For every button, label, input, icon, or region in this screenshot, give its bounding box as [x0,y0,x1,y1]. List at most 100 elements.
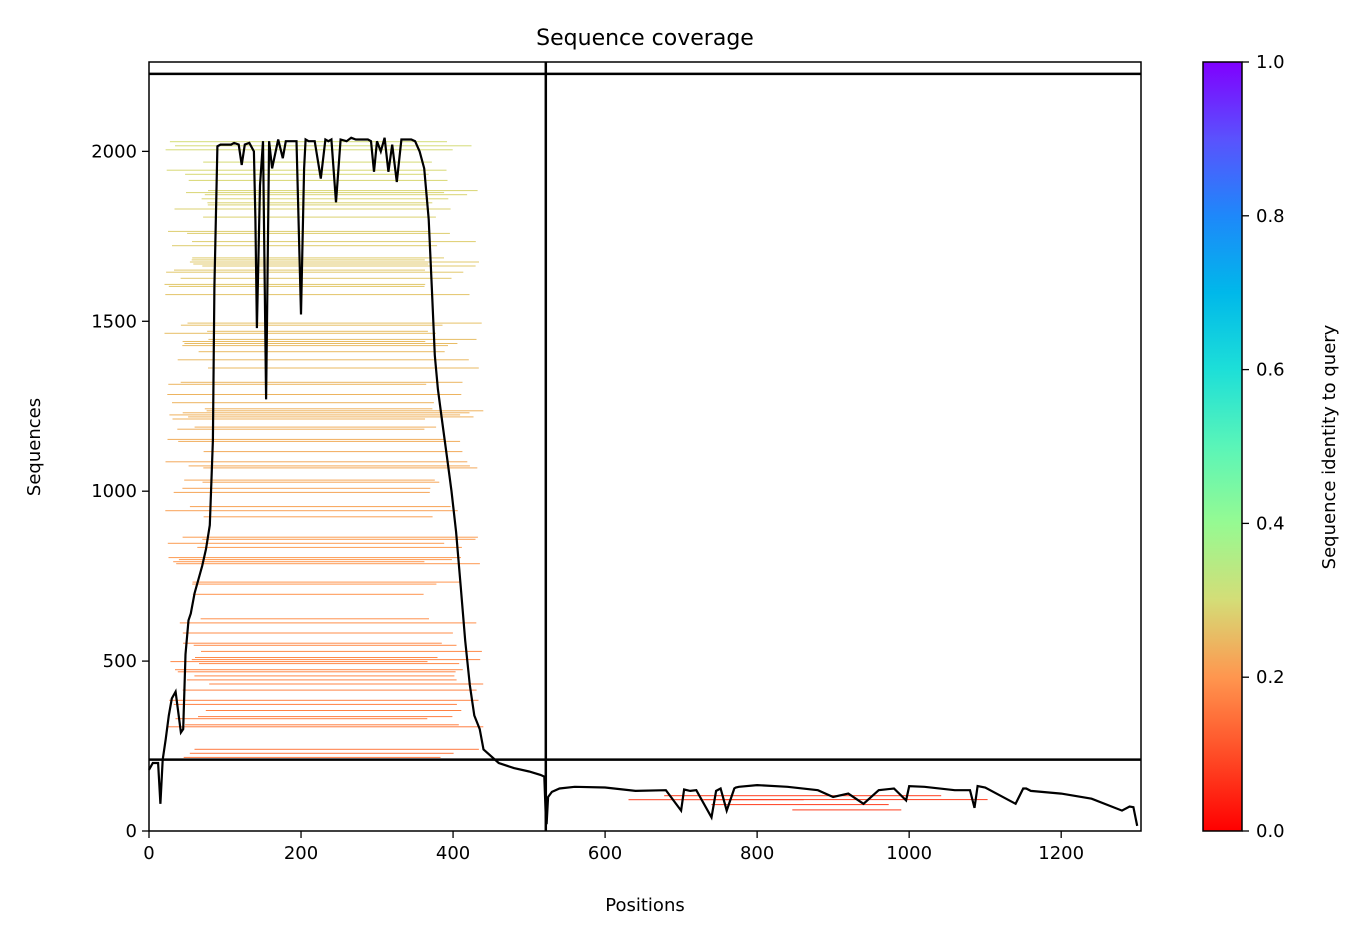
msa-row-extension [175,669,463,671]
msa-row-extension [202,265,476,267]
msa-row-extension [182,345,449,347]
msa-row-extension [201,198,449,200]
msa-row-extension [173,703,457,705]
msa-row-extension [205,710,462,711]
msa-row-extension [170,661,428,663]
msa-row-extension [207,204,429,206]
msa-row-extension [193,263,429,265]
reference-lines [149,62,1141,831]
x-tick-label: 0 [143,843,154,864]
msa-row-extension [182,536,478,538]
coverage-line [148,136,1139,827]
colorbar-tick-label: 0.4 [1256,513,1285,534]
msa-row-extension [167,438,446,440]
msa-row-extension [180,381,463,383]
msa-row-extension [203,516,433,518]
chart-title: Sequence coverage [536,26,754,51]
y-tick-label: 500 [103,651,137,672]
msa-row-extension [177,359,469,361]
msa-row-extension [183,642,442,644]
msa-row-extension [183,756,441,758]
msa-row-extension [172,245,438,247]
msa-row-extension [203,216,436,218]
msa-row-extension [207,330,428,332]
msa-row-extension [194,426,437,428]
msa-row-extension [166,169,447,171]
msa-row-extension [182,412,470,414]
colorbar-tick-label: 0.8 [1256,206,1285,227]
msa-row-extension [189,506,451,508]
msa-row-extension [188,416,474,418]
msa-row-extension [184,479,435,481]
msa-row-extension [177,428,425,430]
msa-row-extension [166,271,464,273]
msa-row-extension [179,622,477,624]
msa-row-extension [175,718,428,720]
x-axis-label: Positions [605,895,684,916]
msa-row-extension [192,583,437,585]
msa-row-extension [188,465,470,467]
msa-row-extension [664,795,942,797]
msa-row-extension [187,322,482,324]
msa-row-extension [192,581,461,583]
msa-row-extension [189,752,454,754]
msa-row-extension [191,659,481,661]
msa-row-extension [704,799,988,801]
msa-row-extension [178,440,461,442]
y-tick-label: 2000 [91,141,137,162]
msa-row-extension [173,491,430,493]
msa-row-extension [174,208,451,210]
msa-row-extension [193,644,457,646]
colorbar-tick-label: 0.2 [1256,667,1285,688]
y-tick-label: 1500 [91,311,137,332]
msa-row-extension [173,561,425,563]
y-tick-label: 1000 [91,481,137,502]
msa-row-extension [191,259,425,261]
msa-row-extension [206,410,484,412]
msa-row-extension [207,202,433,204]
msa-row-extension [186,679,457,681]
y-axis: 0 500 1000 1500 2000 [91,141,149,842]
msa-row-extension [167,726,484,728]
msa-row-extension [175,145,472,147]
msa-row-extension [180,324,443,326]
msa-row-extension [165,294,470,296]
msa-row-extension [182,341,426,342]
msa-row-extension [169,699,479,701]
x-tick-label: 1200 [1038,843,1084,864]
msa-row-extension [195,657,438,658]
x-axis: 0 200 400 600 800 1000 1200 [143,831,1084,864]
msa-row-extension [194,748,479,750]
colorbar-label: Sequence identity to query [1319,324,1340,569]
msa-row-extension [202,481,440,483]
msa-row-extension [167,542,445,544]
colorbar-tick-label: 0.0 [1256,821,1285,842]
y-axis-label: Sequences [24,398,45,496]
msa-row-extension [203,467,478,469]
msa-row-extension [208,367,479,369]
colorbar [1202,61,1243,832]
msa-row-extension [192,257,444,259]
msa-row-extension [165,510,458,512]
msa-row-extension [182,632,453,634]
msa-row-extension [167,394,462,395]
msa-row-extension [172,402,434,404]
msa-row-extension [164,332,436,334]
msa-row-extension [169,414,461,416]
msa-row-extension [189,261,479,263]
plot-frame [148,61,1142,832]
msa-row-extension [198,351,445,353]
msa-row-extension [172,418,425,420]
msa-row-extension [194,675,455,677]
msa-row-extension [201,650,482,652]
x-tick-label: 800 [740,843,774,864]
x-tick-label: 600 [588,843,622,864]
x-tick-label: 400 [436,843,470,864]
msa-row-extension [208,190,478,192]
msa-row-extension [198,716,453,718]
msa-row-extension [177,671,456,673]
colorbar-tick-label: 0.6 [1256,360,1285,381]
msa-row-extension [168,557,461,559]
identity-region-1 [164,141,484,758]
